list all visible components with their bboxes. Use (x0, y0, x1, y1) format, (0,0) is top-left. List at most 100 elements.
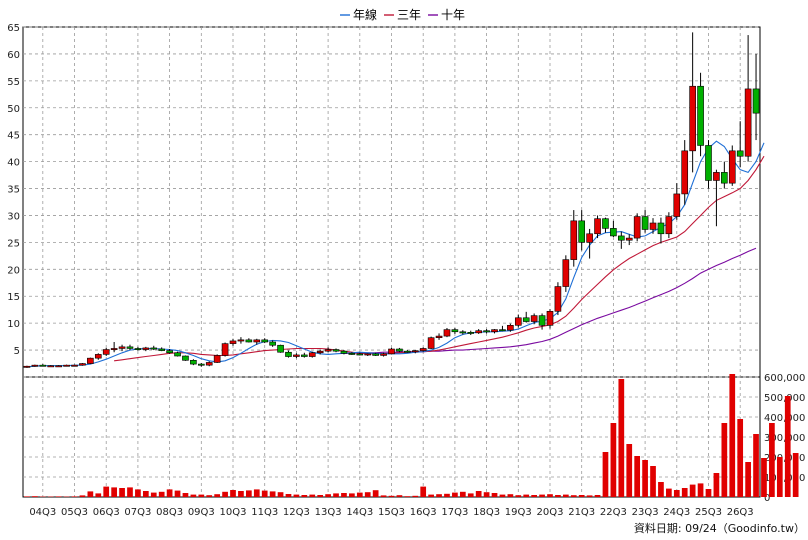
candle-body-up (142, 347, 150, 350)
candle (752, 53, 760, 141)
candle-body-down (285, 351, 292, 357)
candle (499, 325, 506, 332)
volume-bar (341, 493, 347, 497)
candle-body-up (380, 353, 387, 356)
volume-bar (230, 490, 236, 497)
candle-body-down (301, 354, 308, 357)
candle (602, 217, 609, 233)
price-tick-label: 35 (7, 185, 20, 196)
candle (491, 329, 498, 334)
volume-bar (578, 495, 585, 497)
volume-bar (547, 494, 553, 497)
candle (261, 338, 269, 344)
x-tick-label: 04Q3 (29, 507, 56, 518)
x-tick-label: 08Q3 (156, 507, 183, 518)
candle (728, 145, 736, 186)
candle (87, 357, 94, 365)
price-tick-label: 40 (7, 158, 20, 169)
volume-bar (253, 489, 260, 497)
candle-body-up (237, 339, 245, 342)
volume-bar (285, 494, 292, 497)
candle-body-up (221, 343, 229, 356)
volume-bar (238, 491, 244, 497)
volume-bar (174, 490, 181, 497)
candle-body-down (697, 85, 704, 146)
candle (633, 213, 641, 242)
candle (427, 336, 435, 349)
volume-bar (79, 495, 86, 497)
price-tick-label: 60 (7, 50, 20, 61)
candle (55, 365, 62, 368)
candle (190, 359, 197, 366)
candle (641, 210, 649, 233)
legend-label: 三年 (397, 8, 421, 22)
candle (102, 347, 110, 356)
volume-bar (610, 423, 617, 497)
volume-bar (103, 486, 110, 497)
price-tick-label: 25 (7, 238, 20, 249)
candle-body-up (205, 362, 213, 366)
volume-bar (650, 466, 656, 497)
volume-bar (515, 495, 522, 497)
candle (301, 352, 308, 358)
volume-bar (396, 495, 403, 497)
candle (419, 347, 427, 352)
candle-body-down (451, 329, 459, 333)
candle-body-up (102, 349, 110, 355)
volume-tick-label: 400,000 (764, 413, 805, 424)
candle (277, 344, 284, 353)
candle (213, 354, 221, 363)
volume-bar (420, 486, 427, 497)
candle (118, 344, 126, 352)
volume-bar (142, 491, 149, 497)
volume-bar (32, 496, 38, 497)
candle-body-down (340, 350, 348, 354)
volume-bar (119, 488, 125, 497)
candle-body-up (253, 339, 261, 343)
volume-bar (681, 488, 688, 497)
volume-tick-label: 600,000 (764, 373, 805, 384)
candle-body-up (411, 350, 419, 353)
candle-body-down (467, 332, 475, 334)
volume-bar (325, 494, 331, 497)
candle-body-up (87, 357, 94, 364)
candle (649, 218, 657, 234)
price-tick-label: 30 (7, 211, 20, 222)
x-tick-label: 24Q3 (663, 507, 690, 518)
candle (578, 210, 586, 251)
volume-bar (127, 487, 133, 497)
candle (665, 212, 673, 239)
candle (134, 346, 142, 351)
candle (237, 337, 245, 344)
x-tick-label: 13Q3 (315, 507, 342, 518)
candle (364, 353, 372, 356)
candle (673, 183, 681, 220)
volume-bar (475, 491, 482, 497)
candle (308, 351, 316, 358)
price-tick-label: 15 (7, 292, 20, 303)
volume-bar (372, 490, 379, 497)
candle-body-down (182, 355, 189, 361)
candle (483, 329, 490, 334)
candle (348, 352, 356, 355)
candle-body-down (332, 349, 340, 352)
candle-body-up (23, 365, 31, 368)
candle (126, 344, 134, 351)
candle-body-up (514, 317, 522, 326)
volume-bar (428, 494, 434, 497)
volume-bar (618, 379, 625, 497)
volume-bar (277, 492, 284, 497)
candle-body-up (665, 216, 673, 235)
volume-bar (261, 490, 268, 497)
candle-body-down (39, 364, 47, 367)
candle-body-down (618, 235, 625, 241)
volume-bar (539, 494, 545, 497)
candle-body-up (681, 150, 689, 195)
candle (736, 121, 744, 167)
x-tick-label: 12Q3 (283, 507, 310, 518)
price-tick-label: 45 (7, 131, 20, 142)
x-tick-label: 26Q3 (727, 507, 754, 518)
candle (681, 140, 689, 205)
volume-bar (388, 495, 395, 497)
